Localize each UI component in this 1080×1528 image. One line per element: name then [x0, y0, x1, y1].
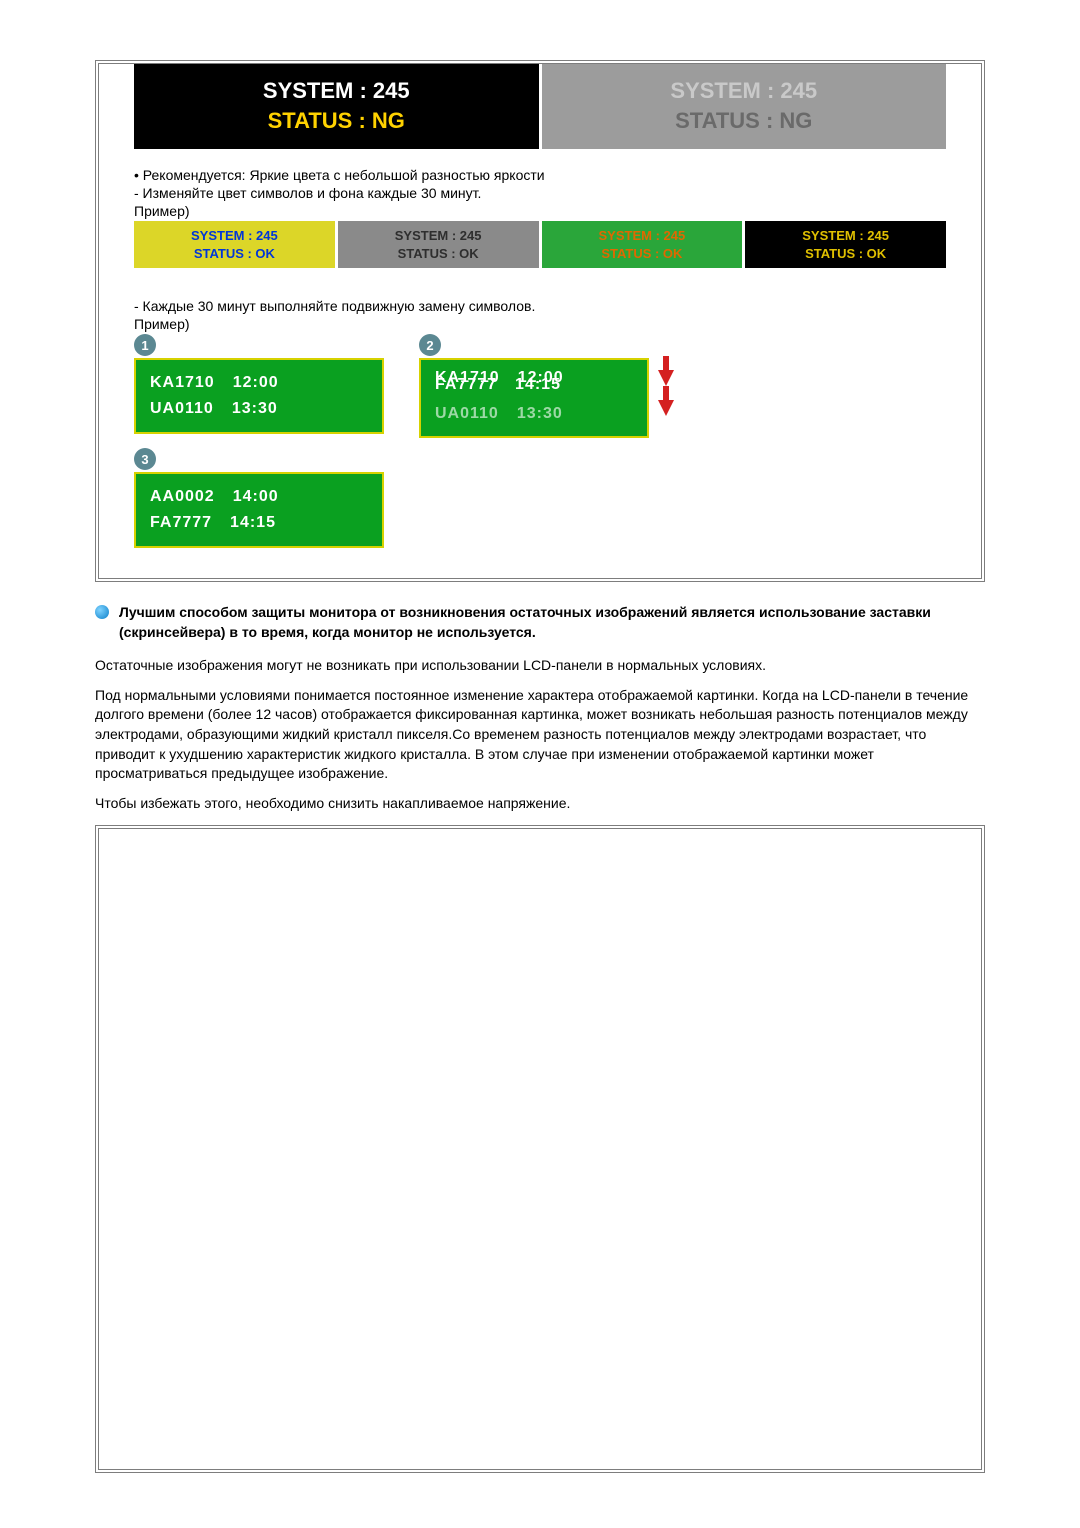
quad-cell: SYSTEM : 245 STATUS : OK	[745, 221, 946, 268]
flight-time: 12:00	[233, 370, 279, 396]
quad-line: SYSTEM : 245	[395, 228, 482, 243]
flight-code: AA0002	[435, 358, 500, 366]
note-block: Лучшим способом защиты монитора от возни…	[95, 602, 985, 643]
body-paragraph: Чтобы избежать этого, необходимо снизить…	[95, 794, 985, 814]
scroll-arrows	[658, 370, 674, 416]
info-icon	[95, 605, 109, 619]
quad-line: SYSTEM : 245	[599, 228, 686, 243]
body-paragraph: Под нормальными условиями понимается пос…	[95, 686, 985, 784]
quad-line: SYSTEM : 245	[802, 228, 889, 243]
flight-code: UA0110	[435, 402, 499, 426]
color-quad: SYSTEM : 245 STATUS : OK SYSTEM : 245 ST…	[134, 221, 946, 268]
system-panel-gray: SYSTEM : 245 STATUS : NG	[542, 64, 947, 149]
step-number-icon: 1	[134, 334, 156, 356]
example-label: Пример)	[134, 203, 946, 219]
flight-time: 14:00	[233, 484, 279, 510]
instruction-text: - Каждые 30 минут выполняйте подвижную з…	[134, 298, 946, 314]
flight-time: 14:00	[518, 358, 564, 366]
panel-line: STATUS : NG	[542, 106, 947, 136]
flight-code: UA0110	[150, 396, 214, 422]
system-panel-dark: SYSTEM : 245 STATUS : NG	[134, 64, 539, 149]
quad-cell: SYSTEM : 245 STATUS : OK	[134, 221, 335, 268]
example-column-3: 3 AA0002 14:00 FA7777 14:15	[134, 448, 384, 547]
panel-line: SYSTEM : 245	[542, 76, 947, 106]
flight-panel: AA0002 14:00 FA7777 14:15	[134, 472, 384, 547]
flight-time: 14:15	[230, 510, 276, 536]
flight-time: 13:30	[517, 402, 563, 426]
step-number-icon: 2	[419, 334, 441, 356]
note-text: Лучшим способом защиты монитора от возни…	[119, 602, 985, 643]
quad-cell: SYSTEM : 245 STATUS : OK	[338, 221, 539, 268]
quad-line: STATUS : OK	[398, 246, 479, 261]
arrow-down-icon	[658, 370, 674, 386]
step-number-icon: 3	[134, 448, 156, 470]
flight-code: AA0002	[150, 484, 215, 510]
example-label: Пример)	[134, 316, 946, 332]
quad-line: SYSTEM : 245	[191, 228, 278, 243]
example-column-1: 1 KA1710 12:00 UA0110 13:30	[134, 334, 384, 433]
example-column-2: 2 AA000214:00 KA171012:00 FA777714:15 UA…	[419, 334, 649, 438]
flight-code: FA7777	[150, 510, 212, 536]
flight-time: 13:30	[232, 396, 278, 422]
panel-line: SYSTEM : 245	[134, 76, 539, 106]
example-frame-top: SYSTEM : 245 STATUS : NG SYSTEM : 245 ST…	[95, 60, 985, 582]
quad-cell: SYSTEM : 245 STATUS : OK	[542, 221, 743, 268]
instruction-text: - Изменяйте цвет символов и фона каждые …	[134, 185, 946, 201]
quad-line: STATUS : OK	[601, 246, 682, 261]
quad-line: STATUS : OK	[805, 246, 886, 261]
flight-panel-scrolling: AA000214:00 KA171012:00 FA777714:15 UA01…	[419, 358, 649, 438]
big-contrast-pair: SYSTEM : 245 STATUS : NG SYSTEM : 245 ST…	[134, 64, 946, 149]
body-paragraph: Остаточные изображения могут не возникат…	[95, 656, 985, 676]
flight-panel: KA1710 12:00 UA0110 13:30	[134, 358, 384, 433]
flight-time: 14:15	[515, 373, 561, 397]
flight-code: KA1710	[150, 370, 215, 396]
empty-frame	[95, 825, 985, 1473]
flight-code: FA7777	[435, 373, 497, 397]
recommendation-text: Рекомендуется: Яркие цвета с небольшой р…	[134, 167, 946, 183]
quad-line: STATUS : OK	[194, 246, 275, 261]
arrow-down-icon	[658, 400, 674, 416]
panel-line: STATUS : NG	[134, 106, 539, 136]
